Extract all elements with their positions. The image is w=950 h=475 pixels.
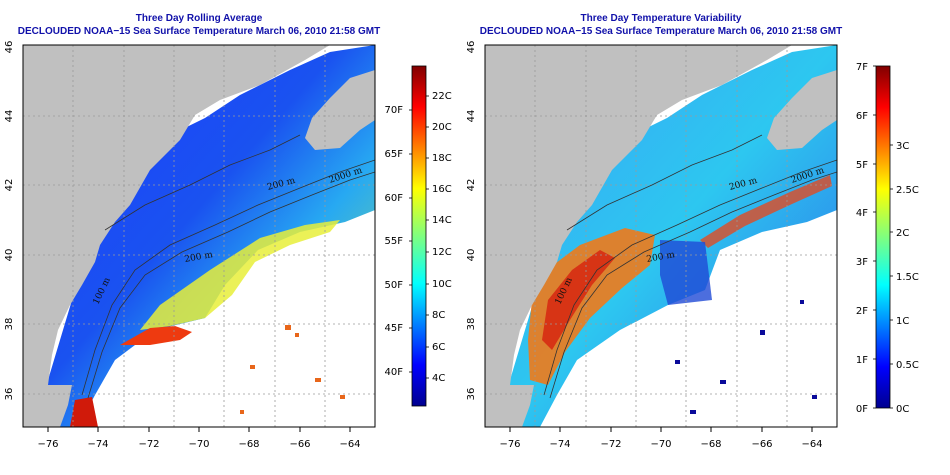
- colorbar-c-label: 14C: [432, 215, 452, 226]
- contour-label: 200 m: [184, 250, 214, 265]
- bathymetry-contours: [81, 134, 375, 399]
- x-tick-label: −70: [188, 439, 209, 450]
- colorbar-c-label: 1.5C: [896, 272, 919, 283]
- scattered-warm-pixels: [240, 325, 345, 414]
- y-tick-label: 40: [4, 249, 15, 262]
- colorbar-f-label: 65F: [385, 149, 404, 160]
- colorbar-f-label: 4F: [856, 208, 868, 219]
- land-us-east-coast: [485, 45, 792, 427]
- x-tick-label: −66: [751, 439, 772, 450]
- x-tick-label: −64: [801, 439, 822, 450]
- land-nova-scotia: [305, 70, 375, 150]
- colorbar-c-label: 12C: [432, 247, 452, 258]
- x-tick-label: −70: [650, 439, 671, 450]
- y-tick-label: 44: [466, 110, 477, 123]
- high-variability-coast: [528, 228, 655, 385]
- colorbar-sst: 70F 65F 60F 55F 50F 45F 40F 22C 20C 18C …: [385, 65, 452, 407]
- scattered-low-pixels: [675, 300, 817, 414]
- colorbar-c-label: 1C: [896, 316, 909, 327]
- colorbar-f-label: 70F: [385, 105, 404, 116]
- x-axis: −76 −74 −72 −70 −68 −66 −64: [499, 427, 823, 450]
- high-variability-core: [542, 250, 615, 350]
- colorbar-f-label: 50F: [385, 280, 404, 291]
- colorbar-c-label: 2.5C: [896, 185, 919, 196]
- colorbar-f-label: 1F: [856, 355, 868, 366]
- colorbar-gradient: [875, 65, 891, 409]
- colorbar-c-label: 2C: [896, 228, 909, 239]
- colorbar-f-label: 3F: [856, 257, 868, 268]
- colorbar-c-label: 10C: [432, 279, 452, 290]
- graticule: [23, 45, 375, 427]
- bathymetry-contours: [543, 134, 837, 399]
- lower-variability-block: [660, 240, 712, 305]
- colorbar-f-label: 55F: [385, 236, 404, 247]
- x-tick-label: −72: [600, 439, 621, 450]
- panel-sst-average: Three Day Rolling Average DECLOUDED NOAA…: [4, 13, 452, 450]
- y-tick-label: 42: [466, 179, 477, 192]
- colorbar-f-label: 6F: [856, 111, 868, 122]
- variability-slope-band: [700, 175, 832, 248]
- y-tick-label: 42: [4, 179, 15, 192]
- y-axis: 36 38 40 42 44 46: [4, 41, 15, 401]
- colorbar-variability: 7F 6F 5F 4F 3F 2F 1F 0F 3C 2.5C 2C 1.5C …: [856, 62, 919, 415]
- y-tick-label: 38: [466, 318, 477, 331]
- x-tick-label: −72: [138, 439, 159, 450]
- x-axis: −76 −74 −72 −70 −68 −66 −64: [37, 427, 361, 450]
- colorbar-c-label: 4C: [432, 373, 445, 384]
- colorbar-gradient: [411, 65, 427, 407]
- x-tick-label: −68: [238, 439, 259, 450]
- x-tick-label: −74: [549, 439, 570, 450]
- colorbar-f-label: 5F: [856, 160, 868, 171]
- panel-title: Three Day Temperature Variability: [581, 13, 742, 24]
- x-tick-label: −66: [289, 439, 310, 450]
- x-tick-label: −76: [37, 439, 58, 450]
- y-tick-label: 46: [466, 41, 477, 54]
- colorbar-c-label: 8C: [432, 310, 445, 321]
- contour-label: 200 m: [646, 250, 676, 265]
- colorbar-f-label: 7F: [856, 62, 868, 73]
- land-us-east-coast: [23, 45, 330, 427]
- y-tick-label: 38: [4, 318, 15, 331]
- land-delmarva: [485, 385, 534, 427]
- y-tick-label: 40: [466, 249, 477, 262]
- colorbar-f-label: 40F: [385, 367, 404, 378]
- colorbar-c-label: 3C: [896, 141, 909, 152]
- warm-shelf-slope: [140, 220, 340, 330]
- map-area: 2000 m 200 m 100 m 200 m: [23, 45, 375, 427]
- panel-subtitle: DECLOUDED NOAA−15 Sea Surface Temperatur…: [480, 26, 842, 37]
- y-tick-label: 44: [4, 110, 15, 123]
- x-tick-label: −74: [87, 439, 108, 450]
- colorbar-f-label: 45F: [385, 323, 404, 334]
- x-tick-label: −64: [339, 439, 360, 450]
- colorbar-c-label: 16C: [432, 184, 452, 195]
- map-area: 2000 m 200 m 100 m 200 m: [485, 45, 837, 427]
- colorbar-f-label: 60F: [385, 193, 404, 204]
- panel-subtitle: DECLOUDED NOAA−15 Sea Surface Temperatur…: [18, 26, 380, 37]
- colorbar-c-label: 0C: [896, 404, 909, 415]
- land-delmarva: [23, 385, 72, 427]
- land-nova-scotia: [767, 70, 837, 150]
- y-tick-label: 36: [4, 388, 15, 401]
- panel-sst-variability: Three Day Temperature Variability DECLOU…: [466, 13, 919, 450]
- x-tick-label: −76: [499, 439, 520, 450]
- colorbar-f-label: 0F: [856, 404, 868, 415]
- colorbar-c-label: 22C: [432, 91, 452, 102]
- x-tick-label: −68: [700, 439, 721, 450]
- graticule: [485, 45, 837, 427]
- colorbar-c-label: 0.5C: [896, 360, 919, 371]
- y-tick-label: 46: [4, 41, 15, 54]
- y-tick-label: 36: [466, 388, 477, 401]
- y-axis: 36 38 40 42 44 46: [466, 41, 477, 401]
- colorbar-f-label: 2F: [856, 306, 868, 317]
- colorbar-c-label: 20C: [432, 122, 452, 133]
- colorbar-c-label: 6C: [432, 342, 445, 353]
- colorbar-c-label: 18C: [432, 153, 452, 164]
- panel-title: Three Day Rolling Average: [136, 13, 263, 24]
- gulf-stream-south: [70, 397, 98, 427]
